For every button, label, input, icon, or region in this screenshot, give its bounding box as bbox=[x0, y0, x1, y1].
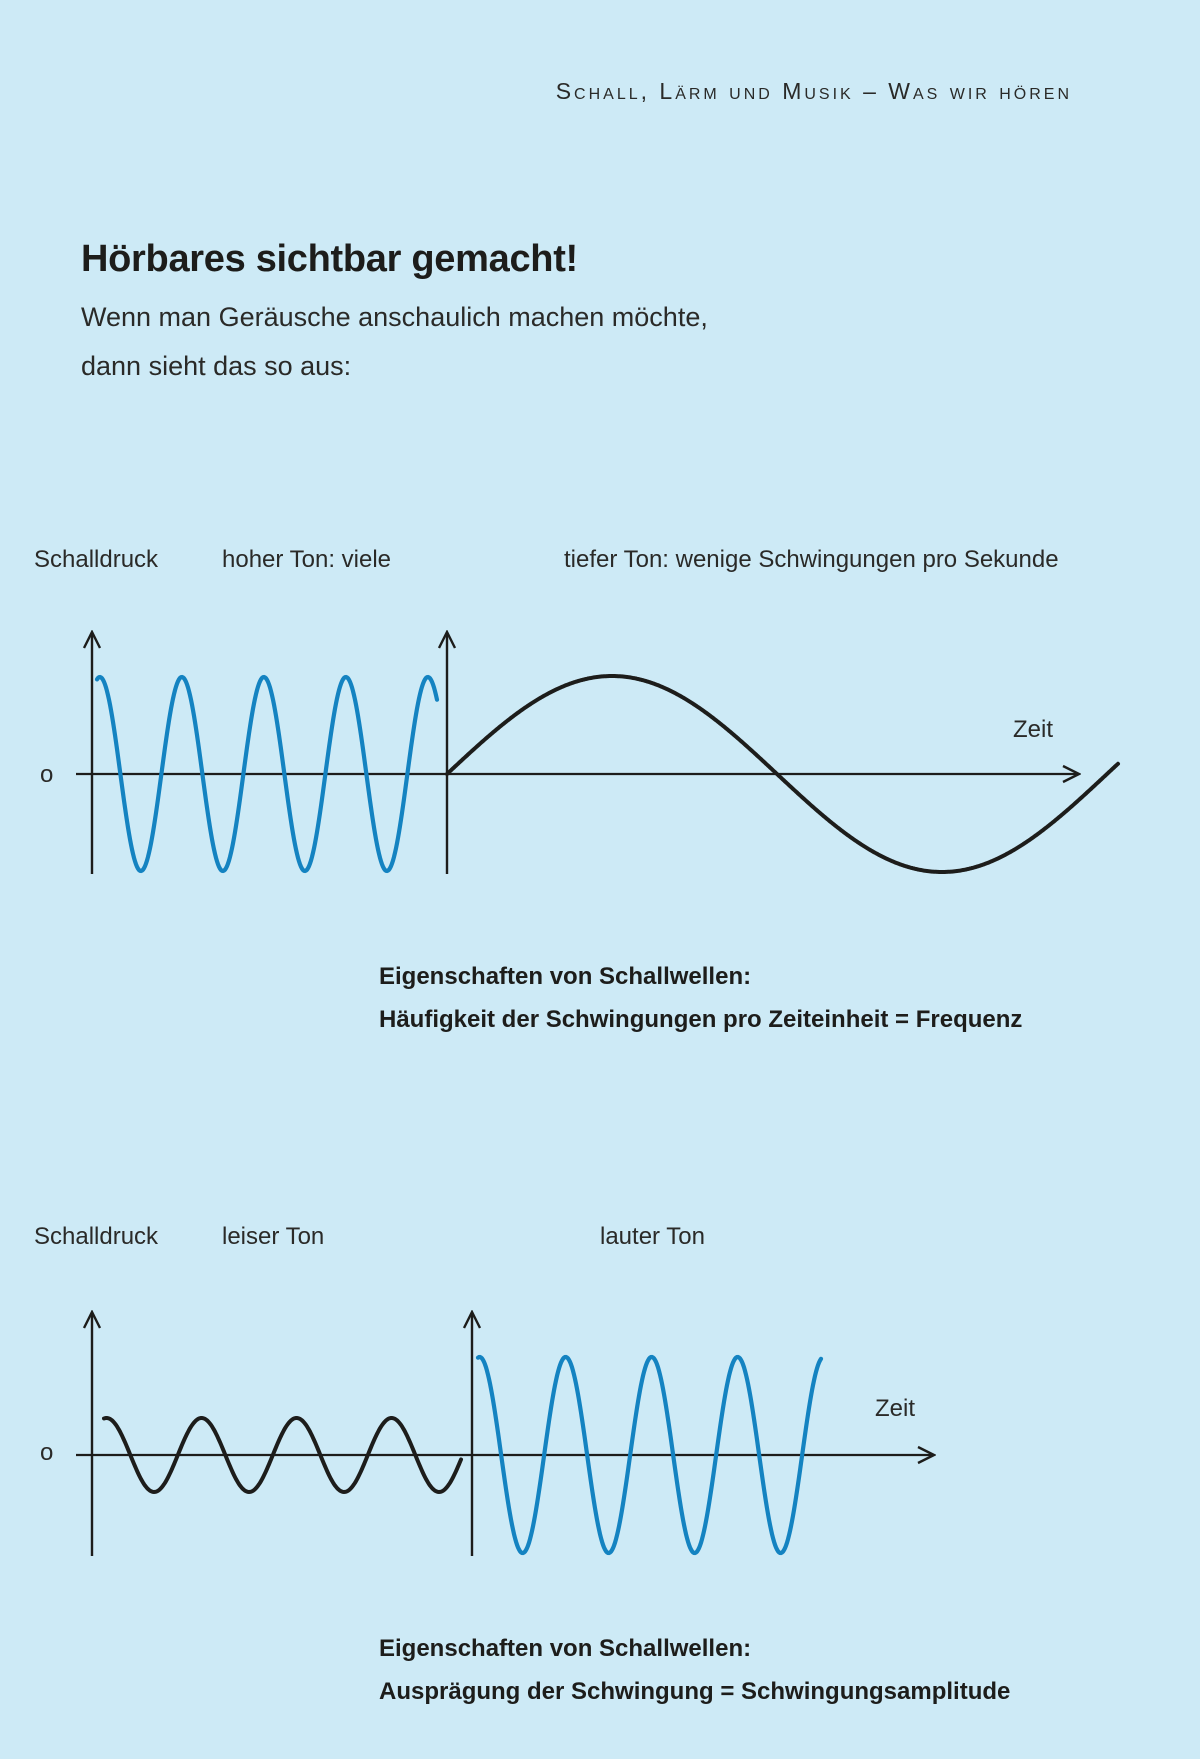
x-axis-label-frequency: Zeit bbox=[1013, 716, 1054, 743]
low-tone-label: tiefer Ton: wenige Schwingungen pro Seku… bbox=[564, 546, 1059, 573]
low-tone-wave bbox=[445, 674, 1120, 874]
frequency-caption-line-2: Häufigkeit der Schwingungen pro Zeiteinh… bbox=[379, 1006, 1023, 1033]
quiet-tone-wave bbox=[102, 1416, 463, 1495]
page-title: Hörbares sichtbar gemacht! bbox=[81, 238, 578, 280]
loud-tone-label: lauter Ton bbox=[600, 1223, 705, 1250]
running-header: Schall, Lärm und Musik – Was wir hören bbox=[555, 78, 1072, 104]
amplitude-caption-line-2: Ausprägung der Schwingung = Schwingungsa… bbox=[379, 1678, 1011, 1705]
intro-line-1: Wenn man Geräusche anschaulich machen mö… bbox=[81, 302, 708, 332]
amplitude-caption: Eigenschaften von Schallwellen: Ausprägu… bbox=[379, 1627, 1010, 1713]
y-axis-label-frequency: Schalldruck bbox=[34, 546, 159, 573]
frequency-caption-line-1: Eigenschaften von Schallwellen: bbox=[379, 963, 752, 990]
intro-line-2: dann sieht das so aus: bbox=[81, 351, 352, 381]
x-axis-label-amplitude: Zeit bbox=[875, 1395, 916, 1422]
amplitude-diagram bbox=[76, 1312, 934, 1556]
high-tone-wave bbox=[94, 674, 440, 874]
frequency-diagram bbox=[76, 632, 1120, 874]
zero-label-frequency: o bbox=[40, 761, 54, 788]
high-tone-label: hoher Ton: viele bbox=[222, 546, 392, 573]
loud-tone-wave bbox=[475, 1354, 824, 1556]
quiet-tone-label: leiser Ton bbox=[222, 1223, 325, 1250]
intro-text: Wenn man Geräusche anschaulich machen mö… bbox=[81, 293, 708, 391]
y-axis-label-amplitude: Schalldruck bbox=[34, 1223, 159, 1250]
amplitude-caption-line-1: Eigenschaften von Schallwellen: bbox=[379, 1635, 752, 1662]
frequency-caption: Eigenschaften von Schallwellen: Häufigke… bbox=[379, 955, 1022, 1041]
zero-label-amplitude: o bbox=[40, 1439, 54, 1466]
